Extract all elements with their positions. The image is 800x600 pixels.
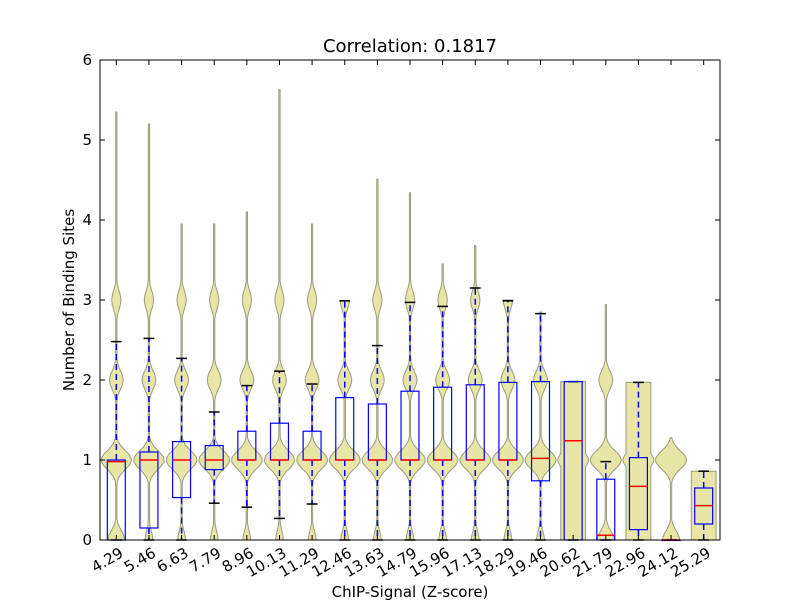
boxplot-7.79 bbox=[204, 411, 224, 504]
violin-11.29 bbox=[296, 223, 329, 541]
violin-22.96 bbox=[622, 381, 655, 541]
violin-20.62 bbox=[557, 381, 590, 541]
y-tick-label: 2 bbox=[82, 371, 92, 389]
violin-24.12 bbox=[655, 437, 687, 541]
violin-17.13 bbox=[459, 245, 492, 541]
boxplot-11.29 bbox=[302, 383, 322, 505]
boxplot-10.13 bbox=[269, 370, 290, 520]
box-iqr bbox=[139, 451, 159, 529]
y-tick-label: 0 bbox=[82, 531, 92, 549]
violin-4.29 bbox=[100, 111, 133, 541]
y-tick-label: 6 bbox=[82, 51, 92, 69]
y-tick-label: 4 bbox=[82, 211, 92, 229]
chart-title: Correlation: 0.1817 bbox=[323, 36, 497, 57]
y-tick-label: 5 bbox=[82, 131, 92, 149]
violin-10.13 bbox=[263, 89, 296, 541]
x-axis-label: ChIP-Signal (Z-score) bbox=[332, 583, 489, 600]
y-tick-label: 1 bbox=[82, 451, 92, 469]
y-tick-label: 3 bbox=[82, 291, 92, 309]
violin-21.79 bbox=[589, 304, 622, 541]
violin-18.29 bbox=[491, 299, 524, 541]
boxplot-13.63 bbox=[367, 344, 387, 541]
box-iqr bbox=[628, 457, 648, 531]
boxplot-12.46 bbox=[335, 300, 355, 541]
violin-19.46 bbox=[524, 311, 557, 541]
box-iqr bbox=[530, 381, 551, 482]
box-iqr bbox=[204, 445, 224, 471]
y-axis: 0 1 2 3 4 5 6 bbox=[82, 51, 720, 549]
boxplot-8.96 bbox=[237, 384, 257, 508]
y-axis-label: Number of Binding Sites bbox=[60, 209, 78, 391]
box-iqr bbox=[172, 441, 192, 499]
